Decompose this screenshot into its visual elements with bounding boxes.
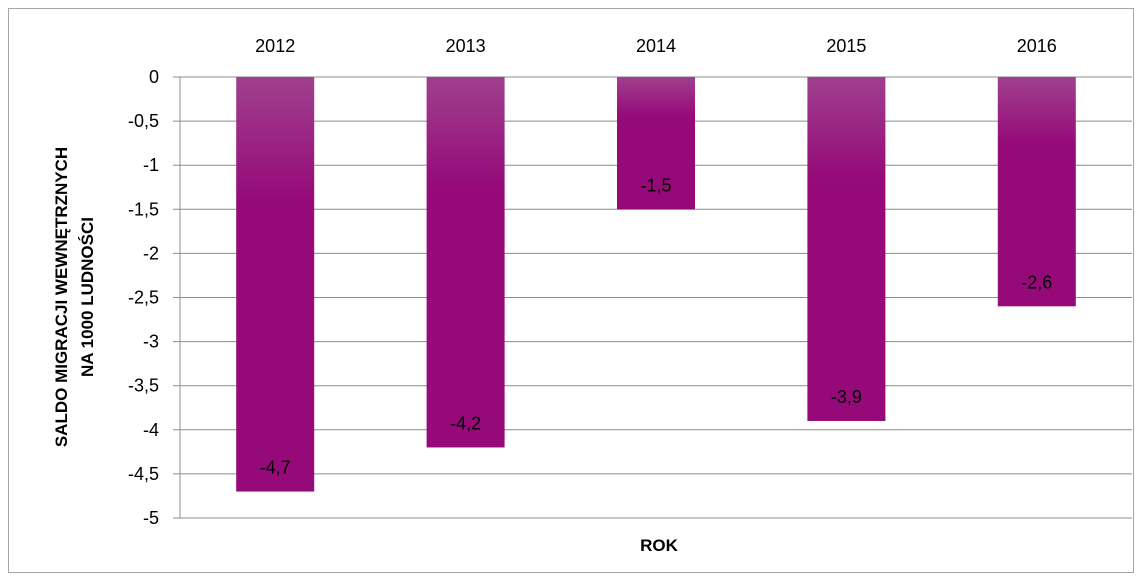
y-tick-label: -1 [143, 155, 159, 175]
data-label: -4,7 [260, 458, 291, 478]
data-label: -3,9 [831, 387, 862, 407]
y-axis-tick-labels: 0 -0,5 -1 -1,5 -2 -2,5 -3 -3,5 -4 -4,5 -5 [128, 67, 159, 528]
bar-2014 [617, 77, 695, 210]
y-tick-label: -2 [143, 243, 159, 263]
y-tick-label: -5 [143, 508, 159, 528]
y-tick-label: -4,5 [128, 464, 159, 484]
y-tick-label: -2,5 [128, 288, 159, 308]
data-label: -2,6 [1021, 272, 1052, 292]
data-label: -1,5 [640, 175, 671, 195]
x-axis-title: ROK [640, 536, 679, 555]
y-tick-label: -3,5 [128, 376, 159, 396]
y-axis-title-line-1: SALDO MIGRACJI WEWNĘTRZNYCH [52, 147, 71, 447]
x-category-label: 2012 [255, 36, 295, 56]
y-tick-label: -0,5 [128, 111, 159, 131]
bars [236, 77, 1076, 492]
gridlines [173, 76, 1132, 519]
y-axis-title-line-2: NA 1000 LUDNOŚCI [78, 217, 97, 377]
data-label: -4,2 [450, 413, 481, 433]
y-tick-label: -3 [143, 332, 159, 352]
x-category-label: 2013 [446, 36, 486, 56]
x-axis-category-labels: 2012 2013 2014 2015 2016 [255, 36, 1057, 56]
chart-frame [8, 8, 1134, 573]
x-category-label: 2015 [826, 36, 866, 56]
x-category-label: 2016 [1017, 36, 1057, 56]
bar-2012 [236, 77, 315, 492]
y-tick-label: -1,5 [128, 199, 159, 219]
y-tick-label: -4 [143, 420, 159, 440]
data-labels: -4,7 -4,2 -1,5 -3,9 -2,6 [260, 175, 1053, 477]
x-category-label: 2014 [636, 36, 676, 56]
y-tick-label: 0 [149, 67, 159, 87]
bar-2016 [997, 77, 1076, 307]
bar-2013 [426, 77, 505, 448]
bar-2015 [807, 77, 886, 421]
